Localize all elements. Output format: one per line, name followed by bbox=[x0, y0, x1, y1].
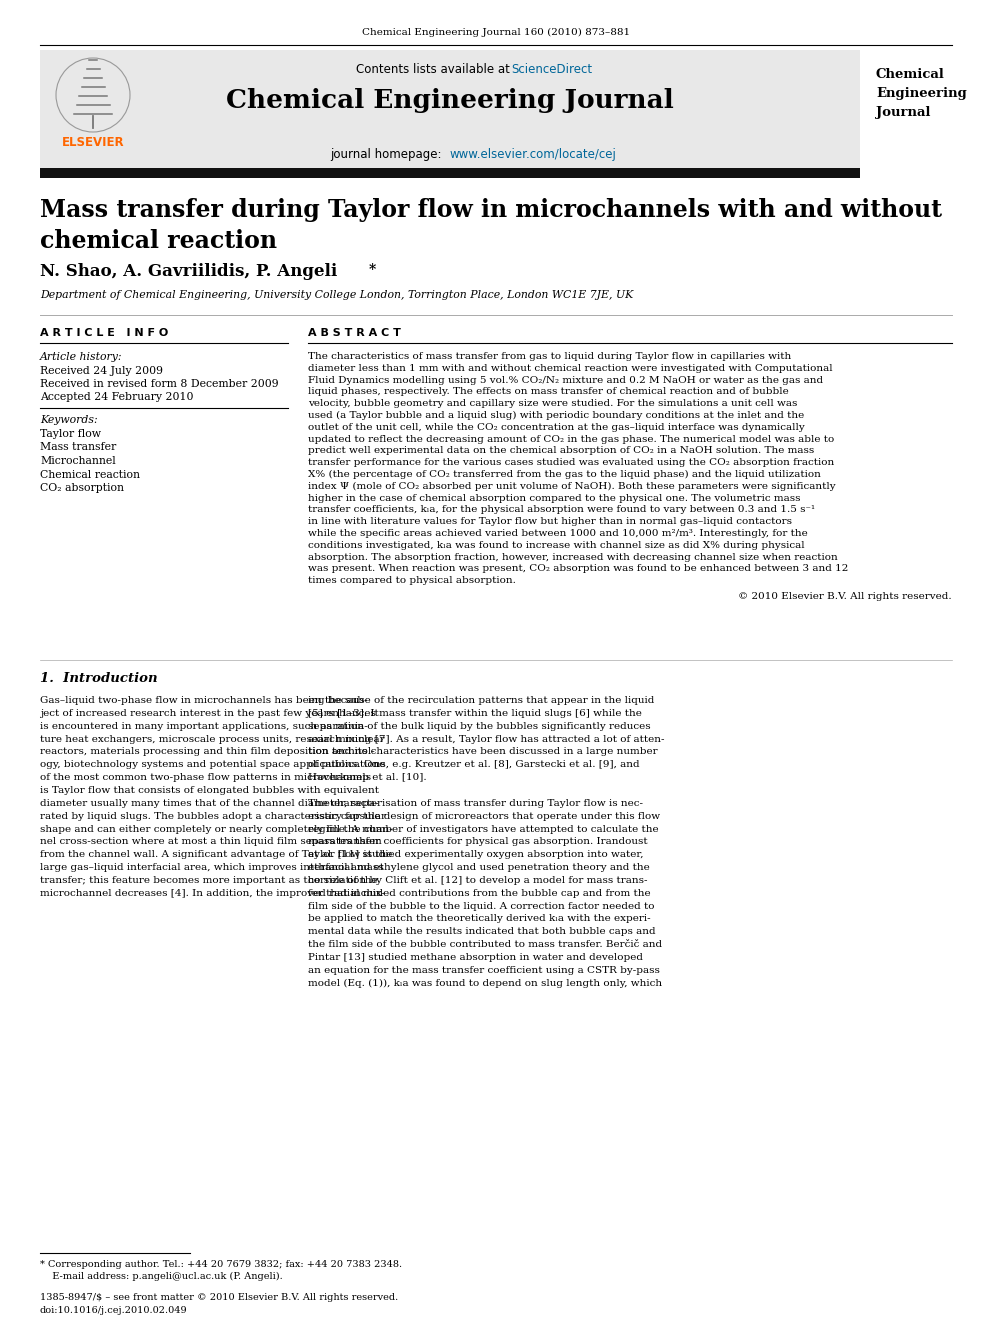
Text: higher in the case of chemical absorption compared to the physical one. The volu: higher in the case of chemical absorptio… bbox=[308, 493, 801, 503]
Text: Mass transfer: Mass transfer bbox=[40, 442, 116, 452]
Text: Chemical reaction: Chemical reaction bbox=[40, 470, 140, 479]
Text: A R T I C L E   I N F O: A R T I C L E I N F O bbox=[40, 328, 169, 337]
Text: Mass transfer during Taylor flow in microchannels with and without
chemical reac: Mass transfer during Taylor flow in micr… bbox=[40, 198, 942, 253]
Text: outlet of the unit cell, while the CO₂ concentration at the gas–liquid interface: outlet of the unit cell, while the CO₂ c… bbox=[308, 423, 805, 431]
Text: doi:10.1016/j.cej.2010.02.049: doi:10.1016/j.cej.2010.02.049 bbox=[40, 1306, 187, 1315]
Text: predict well experimental data on the chemical absorption of CO₂ in a NaOH solut: predict well experimental data on the ch… bbox=[308, 446, 814, 455]
Text: Contents lists available at: Contents lists available at bbox=[356, 64, 514, 75]
Text: Accepted 24 February 2010: Accepted 24 February 2010 bbox=[40, 392, 193, 402]
Text: while the specific areas achieved varied between 1000 and 10,000 m²/m³. Interest: while the specific areas achieved varied… bbox=[308, 529, 807, 538]
Text: was present. When reaction was present, CO₂ absorption was found to be enhanced : was present. When reaction was present, … bbox=[308, 565, 848, 573]
Text: velocity, bubble geometry and capillary size were studied. For the simulations a: velocity, bubble geometry and capillary … bbox=[308, 400, 798, 409]
Text: ELSEVIER: ELSEVIER bbox=[62, 136, 124, 149]
Text: conditions investigated, kₗa was found to increase with channel size as did X% d: conditions investigated, kₗa was found t… bbox=[308, 541, 805, 550]
Text: CO₂ absorption: CO₂ absorption bbox=[40, 483, 124, 493]
Text: journal homepage:: journal homepage: bbox=[330, 148, 445, 161]
Text: Taylor flow: Taylor flow bbox=[40, 429, 101, 439]
Text: Received in revised form 8 December 2009: Received in revised form 8 December 2009 bbox=[40, 378, 279, 389]
Text: Microchannel: Microchannel bbox=[40, 456, 116, 466]
Bar bbox=[40, 168, 860, 179]
Text: www.elsevier.com/locate/cej: www.elsevier.com/locate/cej bbox=[449, 148, 616, 161]
Text: Gas–liquid two-phase flow in microchannels has been the sub-
ject of increased r: Gas–liquid two-phase flow in microchanne… bbox=[40, 696, 393, 898]
Text: transfer performance for the various cases studied was evaluated using the CO₂ a: transfer performance for the various cas… bbox=[308, 458, 834, 467]
Text: updated to reflect the decreasing amount of CO₂ in the gas phase. The numerical : updated to reflect the decreasing amount… bbox=[308, 434, 834, 443]
Text: * Corresponding author. Tel.: +44 20 7679 3832; fax: +44 20 7383 2348.: * Corresponding author. Tel.: +44 20 767… bbox=[40, 1259, 402, 1269]
Text: Chemical
Engineering
Journal: Chemical Engineering Journal bbox=[876, 67, 967, 119]
Text: used (a Taylor bubble and a liquid slug) with periodic boundary conditions at th: used (a Taylor bubble and a liquid slug)… bbox=[308, 411, 805, 421]
Text: index Ψ (mole of CO₂ absorbed per unit volume of NaOH). Both these parameters we: index Ψ (mole of CO₂ absorbed per unit v… bbox=[308, 482, 835, 491]
Text: ScienceDirect: ScienceDirect bbox=[511, 64, 592, 75]
Text: Department of Chemical Engineering, University College London, Torrington Place,: Department of Chemical Engineering, Univ… bbox=[40, 290, 633, 300]
Text: ing because of the recirculation patterns that appear in the liquid
[5] enhances: ing because of the recirculation pattern… bbox=[308, 696, 665, 988]
Text: 1385-8947/$ – see front matter © 2010 Elsevier B.V. All rights reserved.: 1385-8947/$ – see front matter © 2010 El… bbox=[40, 1293, 398, 1302]
Bar bbox=[40, 50, 860, 168]
Text: times compared to physical absorption.: times compared to physical absorption. bbox=[308, 577, 516, 585]
Text: transfer coefficients, kₗa, for the physical absorption were found to vary betwe: transfer coefficients, kₗa, for the phys… bbox=[308, 505, 815, 515]
Text: diameter less than 1 mm with and without chemical reaction were investigated wit: diameter less than 1 mm with and without… bbox=[308, 364, 832, 373]
Text: X% (the percentage of CO₂ transferred from the gas to the liquid phase) and the : X% (the percentage of CO₂ transferred fr… bbox=[308, 470, 820, 479]
Text: A B S T R A C T: A B S T R A C T bbox=[308, 328, 401, 337]
Text: The characteristics of mass transfer from gas to liquid during Taylor flow in ca: The characteristics of mass transfer fro… bbox=[308, 352, 792, 361]
Text: Fluid Dynamics modelling using 5 vol.% CO₂/N₂ mixture and 0.2 M NaOH or water as: Fluid Dynamics modelling using 5 vol.% C… bbox=[308, 376, 823, 385]
Text: © 2010 Elsevier B.V. All rights reserved.: © 2010 Elsevier B.V. All rights reserved… bbox=[738, 591, 952, 601]
Text: Chemical Engineering Journal: Chemical Engineering Journal bbox=[226, 89, 674, 112]
Text: *: * bbox=[369, 263, 376, 277]
Text: Chemical Engineering Journal 160 (2010) 873–881: Chemical Engineering Journal 160 (2010) … bbox=[362, 28, 630, 37]
Text: Keywords:: Keywords: bbox=[40, 415, 97, 425]
Text: in line with literature values for Taylor flow but higher than in normal gas–liq: in line with literature values for Taylo… bbox=[308, 517, 792, 527]
Text: Received 24 July 2009: Received 24 July 2009 bbox=[40, 366, 163, 376]
Text: Article history:: Article history: bbox=[40, 352, 122, 363]
Text: absorption. The absorption fraction, however, increased with decreasing channel : absorption. The absorption fraction, how… bbox=[308, 553, 838, 561]
Text: liquid phases, respectively. The effects on mass transfer of chemical reaction a: liquid phases, respectively. The effects… bbox=[308, 388, 789, 397]
Text: N. Shao, A. Gavriilidis, P. Angeli: N. Shao, A. Gavriilidis, P. Angeli bbox=[40, 263, 337, 280]
Text: E-mail address: p.angeli@ucl.ac.uk (P. Angeli).: E-mail address: p.angeli@ucl.ac.uk (P. A… bbox=[46, 1271, 283, 1281]
Text: 1.  Introduction: 1. Introduction bbox=[40, 672, 158, 685]
